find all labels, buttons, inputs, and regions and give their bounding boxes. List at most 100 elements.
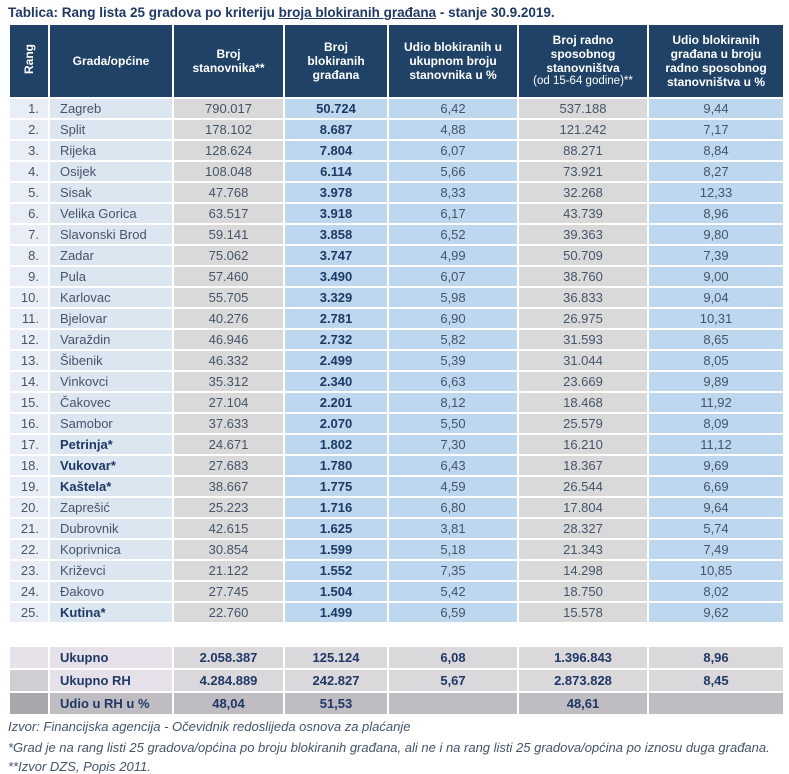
cell-blocked: 3.978	[285, 183, 387, 202]
cell-blocked: 2.781	[285, 309, 387, 328]
footnote-asterisk: *Grad je na rang listi 25 gradova/općina…	[8, 740, 770, 756]
cell-working-age: 73.921	[519, 162, 647, 181]
cell-share-working: 9,69	[649, 456, 783, 475]
cell-share-total: 5,18	[389, 540, 517, 559]
cell-share-total: 5,42	[389, 582, 517, 601]
cell-population: 63.517	[174, 204, 283, 223]
cell-population: 57.460	[174, 267, 283, 286]
table-row: 17. Petrinja* 24.671 1.802 7,30 16.210 1…	[10, 435, 783, 454]
table-row: 1. Zagreb 790.017 50.724 6,42 537.188 9,…	[10, 99, 783, 118]
cell-share-working: 8,96	[649, 204, 783, 223]
cell-rank: 14.	[10, 372, 48, 391]
cell-rank: 21.	[10, 519, 48, 538]
cell-share-total: 8,33	[389, 183, 517, 202]
cell-label: Ukupno RH	[50, 670, 172, 691]
cell-share-working: 8,09	[649, 414, 783, 433]
col-header-population: Broj stanovnika**	[174, 25, 283, 97]
cell-share-working: 7,17	[649, 120, 783, 139]
table-row: 6. Velika Gorica 63.517 3.918 6,17 43.73…	[10, 204, 783, 223]
cell-share-total: 6,59	[389, 603, 517, 622]
table-title: Tablica: Rang lista 25 gradova po kriter…	[8, 5, 785, 20]
cell-share-total: 5,82	[389, 330, 517, 349]
cell-working-age: 18.750	[519, 582, 647, 601]
cell-blocked: 2.201	[285, 393, 387, 412]
title-underlined: broja blokiranih građana	[278, 5, 437, 20]
col-header-working-age: Broj radno sposobnog stanovništva (od 15-…	[519, 25, 647, 97]
cell-population: 46.332	[174, 351, 283, 370]
cell-working-age: 18.468	[519, 393, 647, 412]
cell-rank: 7.	[10, 225, 48, 244]
cell-share-total: 5,67	[389, 670, 517, 691]
cell-share-working: 9,64	[649, 498, 783, 517]
cell-share-working: 9,04	[649, 288, 783, 307]
cell-population: 48,04	[174, 693, 283, 714]
cell-city: Osijek	[50, 162, 172, 181]
cell-rank: 12.	[10, 330, 48, 349]
cell-blocked: 1.780	[285, 456, 387, 475]
cell-rank	[10, 670, 48, 691]
cell-rank: 6.	[10, 204, 48, 223]
cell-share-working: 10,85	[649, 561, 783, 580]
title-prefix: Tablica: Rang lista 25 gradova po kriter…	[8, 5, 279, 20]
cell-blocked: 242.827	[285, 670, 387, 691]
cell-share-total: 7,30	[389, 435, 517, 454]
cell-share-total: 6,43	[389, 456, 517, 475]
table-row: 15. Čakovec 27.104 2.201 8,12 18.468 11,…	[10, 393, 783, 412]
cell-working-age: 1.396.843	[519, 647, 647, 668]
cell-rank: 8.	[10, 246, 48, 265]
cell-city: Šibenik	[50, 351, 172, 370]
cell-population: 108.048	[174, 162, 283, 181]
cell-rank: 16.	[10, 414, 48, 433]
cell-rank: 13.	[10, 351, 48, 370]
cell-share-working: 5,74	[649, 519, 783, 538]
table-row: 8. Zadar 75.062 3.747 4,99 50.709 7,39	[10, 246, 783, 265]
col-header-city: Grada/općine	[50, 25, 172, 97]
cell-working-age: 39.363	[519, 225, 647, 244]
cell-rank: 19.	[10, 477, 48, 496]
col-header-share-working: Udio blokiranih građana u broju radno sp…	[649, 25, 783, 97]
cell-blocked: 125.124	[285, 647, 387, 668]
cell-share-working	[649, 693, 783, 714]
cell-share-working: 10,31	[649, 309, 783, 328]
summary-row: Ukupno 2.058.387 125.124 6,08 1.396.843 …	[10, 647, 783, 668]
table-row: 16. Samobor 37.633 2.070 5,50 25.579 8,0…	[10, 414, 783, 433]
cell-population: 22.760	[174, 603, 283, 622]
cell-city: Zagreb	[50, 99, 172, 118]
cell-city: Koprivnica	[50, 540, 172, 559]
cell-city: Rijeka	[50, 141, 172, 160]
cell-population: 790.017	[174, 99, 283, 118]
cell-working-age: 31.044	[519, 351, 647, 370]
cell-rank: 5.	[10, 183, 48, 202]
cell-blocked: 1.625	[285, 519, 387, 538]
table-row: 25. Kutina* 22.760 1.499 6,59 15.578 9,6…	[10, 603, 783, 622]
table-row: 12. Varaždin 46.946 2.732 5,82 31.593 8,…	[10, 330, 783, 349]
footnotes: Izvor: Financijska agencija - Očevidnik …	[8, 719, 785, 774]
cell-blocked: 2.070	[285, 414, 387, 433]
cell-share-working: 9,62	[649, 603, 783, 622]
cell-share-working: 9,44	[649, 99, 783, 118]
cell-share-total: 6,08	[389, 647, 517, 668]
cell-rank: 1.	[10, 99, 48, 118]
cell-population: 30.854	[174, 540, 283, 559]
cell-working-age: 43.739	[519, 204, 647, 223]
cell-city: Sisak	[50, 183, 172, 202]
cell-blocked: 3.329	[285, 288, 387, 307]
cell-working-age: 38.760	[519, 267, 647, 286]
cell-population: 2.058.387	[174, 647, 283, 668]
cell-blocked: 3.490	[285, 267, 387, 286]
cell-population: 46.946	[174, 330, 283, 349]
cell-rank: 15.	[10, 393, 48, 412]
cell-city: Vukovar*	[50, 456, 172, 475]
cell-share-working: 8,65	[649, 330, 783, 349]
cell-blocked: 2.732	[285, 330, 387, 349]
col-header-rang: Rang	[10, 25, 48, 97]
cell-population: 178.102	[174, 120, 283, 139]
cell-rank	[10, 647, 48, 668]
cell-blocked: 8.687	[285, 120, 387, 139]
cell-city: Čakovec	[50, 393, 172, 412]
cell-share-working: 9,00	[649, 267, 783, 286]
cell-blocked: 1.716	[285, 498, 387, 517]
cell-share-working: 8,45	[649, 670, 783, 691]
cell-population: 27.683	[174, 456, 283, 475]
cell-share-total: 4,59	[389, 477, 517, 496]
